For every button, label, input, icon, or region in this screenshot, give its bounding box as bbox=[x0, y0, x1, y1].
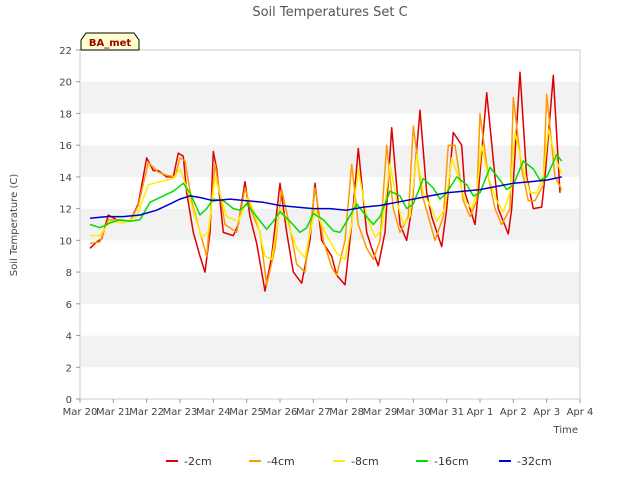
y-tick-label: 14 bbox=[59, 173, 72, 184]
x-tick-label: Mar 29 bbox=[363, 407, 398, 418]
x-tick-label: Apr 1 bbox=[467, 407, 494, 418]
grid-band bbox=[80, 50, 580, 82]
y-tick-label: 10 bbox=[59, 236, 72, 247]
series-line-2cm bbox=[89, 71, 561, 292]
grid-band bbox=[80, 272, 580, 304]
legend-label: -4cm bbox=[267, 455, 295, 468]
legend-label: -8cm bbox=[351, 455, 379, 468]
x-tick-label: Mar 25 bbox=[229, 407, 264, 418]
x-tick-label: Mar 23 bbox=[163, 407, 198, 418]
series-line-8cm bbox=[90, 128, 563, 261]
y-tick-label: 2 bbox=[66, 363, 72, 374]
series-line-32cm bbox=[89, 176, 562, 219]
y-tick-label: 12 bbox=[59, 205, 72, 216]
legend-label: -2cm bbox=[184, 455, 212, 468]
x-tick-label: Mar 30 bbox=[396, 407, 431, 418]
y-tick-label: 16 bbox=[59, 141, 72, 152]
grid-band bbox=[80, 367, 580, 399]
x-axis-label: Time bbox=[553, 425, 578, 436]
x-tick-label: Apr 2 bbox=[500, 407, 527, 418]
legend-label: -32cm bbox=[517, 455, 552, 468]
y-axis-ticks: 0 2 4 6 8 10 12 14 16 18 20 22 bbox=[59, 46, 80, 406]
x-tick-label: Mar 31 bbox=[429, 407, 464, 418]
x-tick-label: Mar 20 bbox=[63, 407, 98, 418]
plot-frame bbox=[79, 49, 581, 400]
y-tick-label: 4 bbox=[66, 332, 72, 343]
y-tick-label: 20 bbox=[59, 78, 72, 89]
site-badge-label: BA_met bbox=[89, 38, 132, 49]
series-line-16cm bbox=[89, 153, 563, 234]
site-badge: BA_met bbox=[80, 32, 140, 51]
x-tick-label: Mar 26 bbox=[263, 407, 298, 418]
x-tick-label: Apr 3 bbox=[533, 407, 560, 418]
x-tick-label: Mar 27 bbox=[296, 407, 331, 418]
grid-band bbox=[80, 303, 580, 336]
y-tick-label: 18 bbox=[59, 109, 72, 120]
legend: -2cm -4cm -8cm -16cm -32cm bbox=[166, 455, 552, 468]
y-tick-label: 22 bbox=[59, 46, 72, 57]
grid-band bbox=[80, 240, 580, 273]
x-tick-label: Mar 24 bbox=[196, 407, 231, 418]
x-tick-label: Apr 4 bbox=[567, 407, 594, 418]
series-line-4cm bbox=[89, 93, 563, 286]
grid-band bbox=[80, 145, 580, 177]
chart-title: Soil Temperatures Set C bbox=[252, 5, 407, 20]
grid-band bbox=[80, 176, 580, 209]
y-axis-label: Soil Temperature (C) bbox=[9, 174, 20, 277]
y-tick-label: 8 bbox=[66, 268, 72, 279]
x-tick-label: Mar 21 bbox=[96, 407, 131, 418]
x-tick-label: Mar 28 bbox=[329, 407, 364, 418]
series-lines bbox=[89, 71, 563, 292]
y-tick-label: 6 bbox=[66, 300, 72, 311]
legend-label: -16cm bbox=[434, 455, 469, 468]
grid-band bbox=[80, 113, 580, 146]
x-tick-label: Mar 22 bbox=[129, 407, 164, 418]
y-tick-label: 0 bbox=[66, 395, 72, 406]
grid-band bbox=[80, 335, 580, 368]
grid-band bbox=[80, 81, 580, 114]
plot-bands bbox=[80, 50, 580, 399]
